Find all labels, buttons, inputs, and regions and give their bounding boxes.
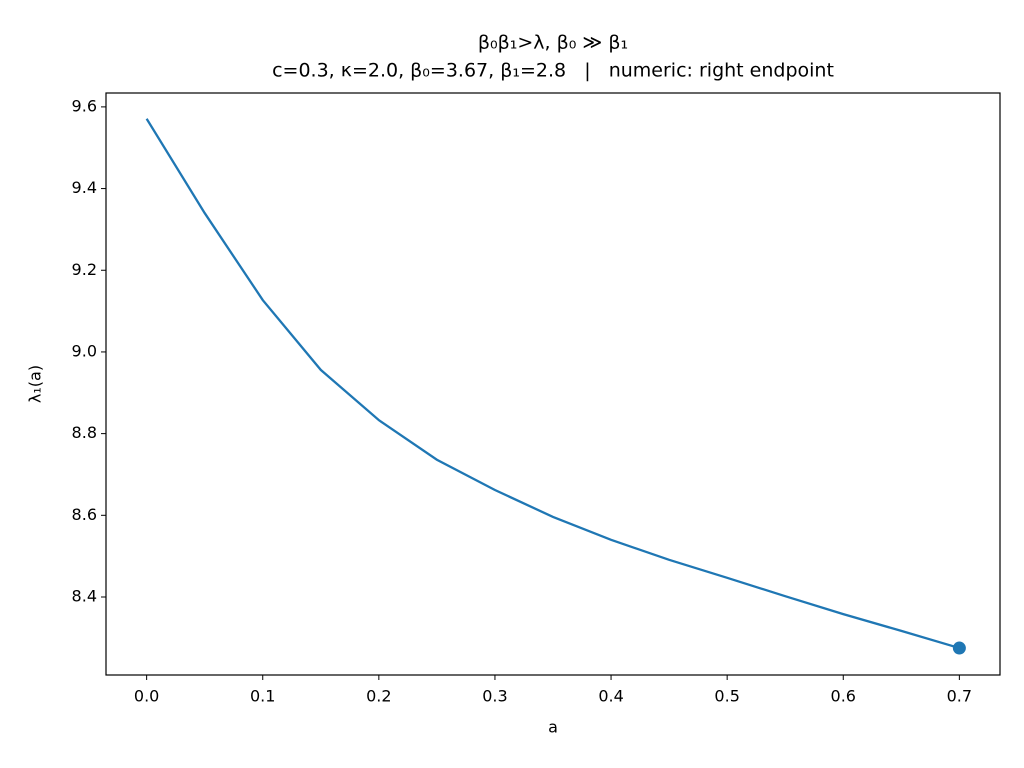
y-tick-label: 8.4 (72, 586, 97, 605)
x-tick-label: 0.0 (134, 687, 159, 706)
endpoint-marker (952, 641, 966, 655)
x-tick-label: 0.3 (482, 687, 507, 706)
x-tick-label: 0.7 (947, 687, 972, 706)
y-tick-label: 9.6 (72, 96, 97, 115)
x-axis-label: a (548, 718, 558, 737)
x-tick-label: 0.4 (598, 687, 623, 706)
y-tick-label: 9.2 (72, 260, 97, 279)
chart-subtitle: c=0.3, κ=2.0, β₀=3.67, β₁=2.8 | numeric:… (272, 60, 834, 82)
x-tick-label: 0.2 (366, 687, 391, 706)
y-tick-label: 9.0 (72, 341, 97, 360)
x-tick-label: 0.5 (714, 687, 739, 706)
x-tick-label: 0.1 (250, 687, 275, 706)
x-tick-label: 0.6 (831, 687, 856, 706)
plot-frame (105, 92, 1001, 676)
chart-title: β₀β₁>λ, β₀ ≫ β₁ (478, 32, 628, 54)
y-tick-label: 8.6 (72, 505, 97, 524)
y-tick-label: 9.4 (72, 178, 97, 197)
y-axis-label: λ₁(a) (26, 365, 45, 403)
data-line (145, 118, 960, 650)
y-tick-label: 8.8 (72, 423, 97, 442)
